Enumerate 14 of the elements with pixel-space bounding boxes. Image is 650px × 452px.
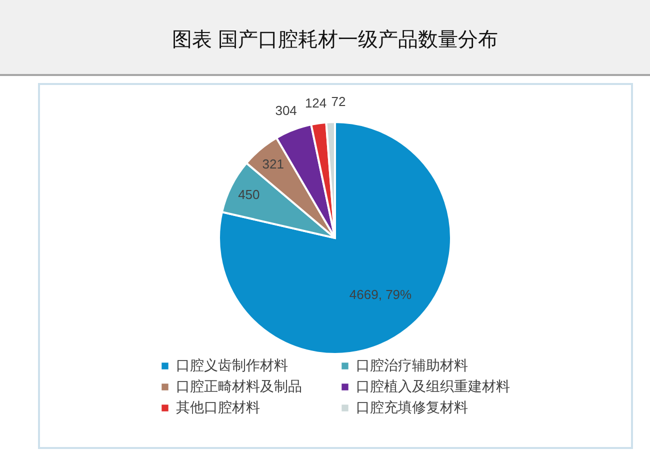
data-label: 4669, 79% xyxy=(349,287,412,302)
data-label: 124 xyxy=(304,95,327,110)
legend-label: 口腔义齿制作材料 xyxy=(176,358,288,374)
pie-slice xyxy=(218,121,452,355)
legend-label: 口腔植入及组织重建材料 xyxy=(356,379,510,395)
data-label: 321 xyxy=(262,156,284,172)
data-label: 450 xyxy=(238,186,260,202)
legend-label: 口腔充填修复材料 xyxy=(356,400,468,416)
legend-label: 其他口腔材料 xyxy=(176,400,260,416)
data-label: 304 xyxy=(275,103,297,118)
chart-title: 图表 国产口腔耗材一级产品数量分布 xyxy=(172,27,498,51)
data-label: 72 xyxy=(331,94,346,110)
legend-label: 口腔正畸材料及制品 xyxy=(176,379,302,395)
legend-label: 口腔治疗辅助材料 xyxy=(356,358,468,374)
